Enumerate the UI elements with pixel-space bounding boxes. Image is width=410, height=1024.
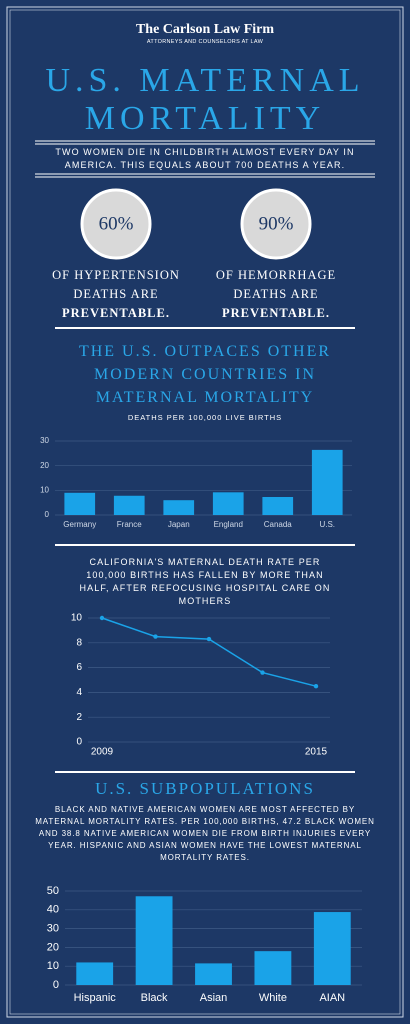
y-tick-label: 10 <box>40 485 49 494</box>
stat-text: OF HEMORRHAGE DEATHS ARE PREVENTABLE. <box>186 266 366 323</box>
stat-line: DEATHS ARE <box>233 287 319 301</box>
bar <box>64 492 96 515</box>
y-tick-label: 30 <box>47 923 59 935</box>
x-tick-label: 2009 <box>91 747 114 758</box>
x-tick-label: Japan <box>168 520 190 529</box>
y-tick-label: 0 <box>45 510 50 519</box>
y-tick-label: 10 <box>71 613 83 624</box>
x-tick-label: U.S. <box>319 520 335 529</box>
stat-line: OF HEMORRHAGE <box>215 268 337 282</box>
point <box>153 634 158 639</box>
bar <box>311 449 343 515</box>
bar <box>212 492 244 515</box>
stat-value: 90% <box>259 213 294 234</box>
stat-emphasis: PREVENTABLE. <box>222 306 330 320</box>
bar <box>76 962 114 985</box>
firm-name: The Carlson Law Firm <box>135 22 275 37</box>
x-tick-label: Black <box>141 992 168 1004</box>
chart-subtitle: DEATHS PER 100,000 LIVE BIRTHS <box>127 413 283 422</box>
x-tick-label: White <box>259 992 287 1004</box>
stat-line: DEATHS ARE <box>73 287 159 301</box>
x-tick-label: England <box>214 520 243 529</box>
x-tick-label: Germany <box>63 520 96 529</box>
bar <box>195 963 232 985</box>
x-tick-label: France <box>117 520 142 529</box>
point <box>260 670 265 675</box>
chart-caption: CALIFORNIA'S MATERNAL DEATH RATE PER 100… <box>79 557 331 606</box>
y-tick-label: 4 <box>76 687 82 698</box>
bar <box>163 500 195 515</box>
bar <box>113 495 145 515</box>
subtitle: TWO WOMEN DIE IN CHILDBIRTH ALMOST EVERY… <box>55 147 355 170</box>
y-tick-label: 0 <box>76 737 82 748</box>
y-tick-label: 10 <box>47 960 59 972</box>
line <box>101 617 317 687</box>
stat-value: 60% <box>99 213 134 234</box>
section-heading: THE U.S. OUTPACES OTHER MODERN COUNTRIES… <box>78 343 332 406</box>
section-text: BLACK AND NATIVE AMERICAN WOMEN ARE MOST… <box>35 805 375 862</box>
bar <box>262 496 294 515</box>
y-tick-label: 20 <box>47 941 59 953</box>
title: U.S. MATERNAL <box>45 62 365 99</box>
x-tick-label: 2015 <box>305 747 328 758</box>
x-tick-label: Hispanic <box>74 992 117 1004</box>
x-tick-label: Asian <box>200 992 228 1004</box>
bar <box>313 912 351 985</box>
y-tick-label: 30 <box>40 436 49 445</box>
section-heading: U.S. SUBPOPULATIONS <box>95 779 315 798</box>
y-tick-label: 2 <box>76 712 82 723</box>
stat-line: OF HYPERTENSION <box>52 268 180 282</box>
y-tick-label: 6 <box>76 662 82 673</box>
frame <box>9 9 401 1015</box>
bar <box>254 951 292 985</box>
dividers <box>35 140 375 773</box>
bar <box>135 896 173 985</box>
x-tick-label: AIAN <box>319 992 345 1004</box>
y-tick-label: 40 <box>47 904 59 916</box>
y-tick-label: 50 <box>47 885 59 897</box>
x-tick-label: Canada <box>264 520 293 529</box>
point <box>99 615 105 621</box>
point <box>313 684 319 689</box>
stat-badges: 60% 90% <box>80 188 312 260</box>
y-tick-label: 0 <box>53 979 59 991</box>
y-tick-label: 8 <box>76 637 82 648</box>
stat-text: OF HYPERTENSION DEATHS ARE PREVENTABLE. <box>26 266 206 323</box>
y-tick-label: 20 <box>40 461 49 470</box>
point <box>206 636 212 642</box>
frame <box>6 6 404 1018</box>
title: MORTALITY <box>84 100 326 137</box>
stat-emphasis: PREVENTABLE. <box>62 306 170 320</box>
firm-tagline: ATTORNEYS AND COUNSELORS AT LAW <box>146 39 264 45</box>
